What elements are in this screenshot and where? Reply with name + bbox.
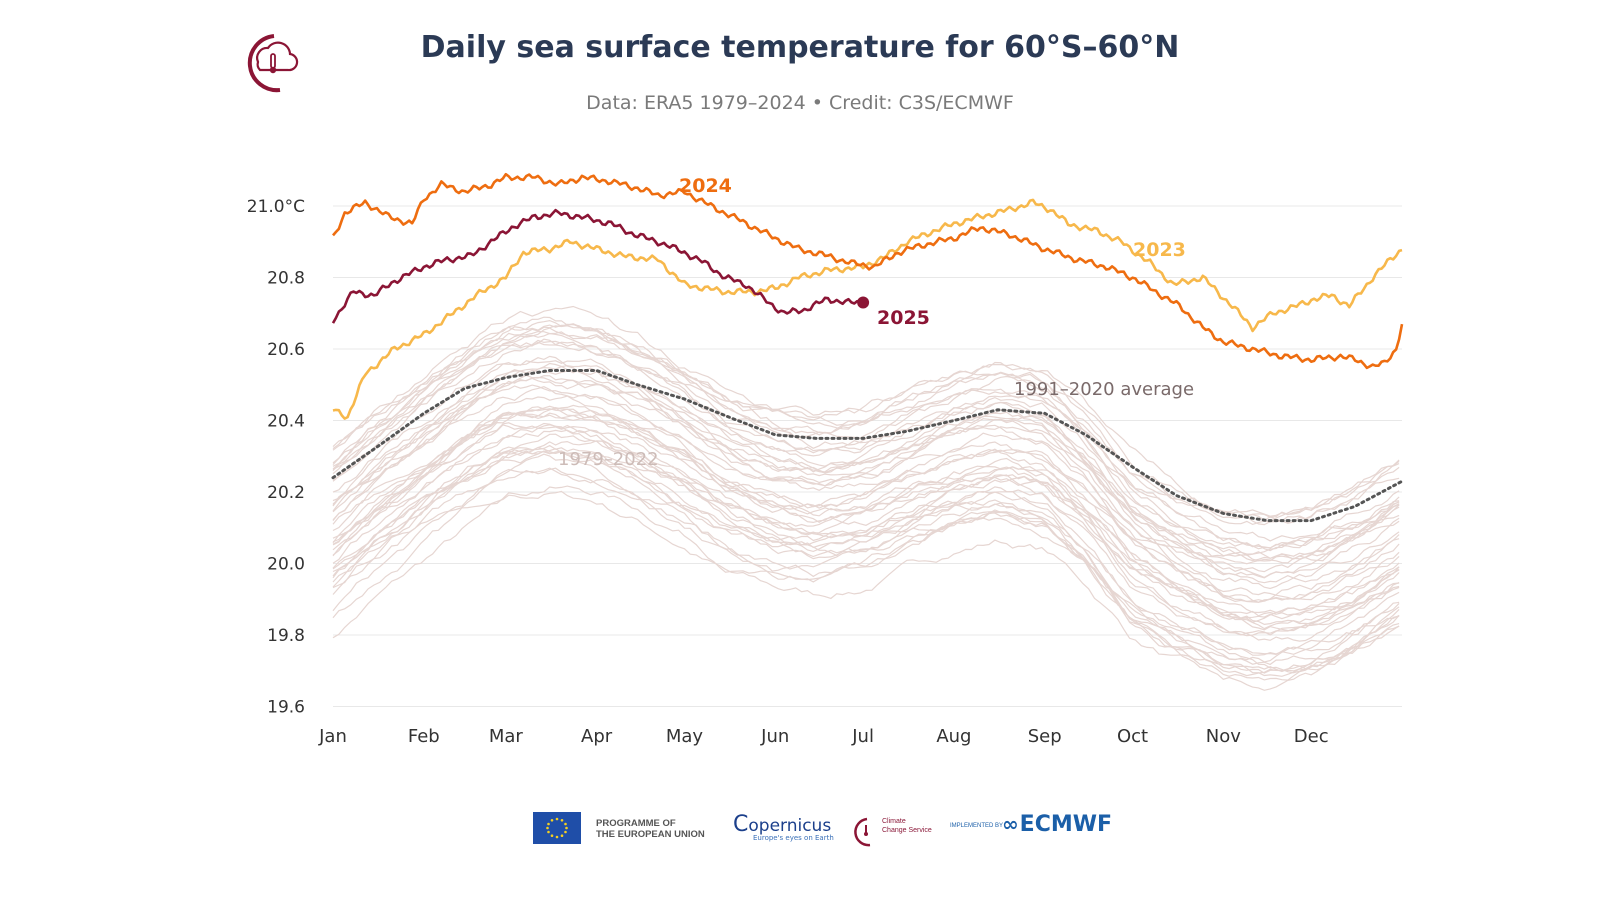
- copernicus-tagline: Europe's eyes on Earth: [753, 834, 834, 842]
- eu-line-2: THE EUROPEAN UNION: [596, 829, 705, 840]
- series-line-2024: [332, 172, 1404, 370]
- series-line-2025: [331, 208, 865, 324]
- history-year-line: [332, 429, 1400, 623]
- chart-subtitle: Data: ERA5 1979–2024 • Credit: C3S/ECMWF: [586, 92, 1014, 114]
- c3s-thermometer-logo-icon: [247, 34, 299, 93]
- history-year-line: [332, 411, 1400, 637]
- series-line-1991-2020-average: [331, 369, 1404, 523]
- history-year-line: [332, 355, 1400, 590]
- copernicus-wordmark: opernicus: [748, 816, 832, 836]
- axis-labels: 21.0°C 20.8 20.6 20.4 20.2 20.0 19.8 19.6 Jan Feb…: [247, 197, 1329, 747]
- copernicus-logo: Copernicus Europe's eyes on Earth: [733, 812, 834, 842]
- eu-programme-text: PROGRAMME OF THE EUROPEAN UNION: [596, 818, 705, 858]
- annotation-label-2025: 2025: [877, 307, 930, 329]
- history-year-line: [332, 467, 1400, 677]
- history-year-line: [332, 327, 1400, 518]
- ecmwf-logo: ∞ ECMWF: [1002, 812, 1113, 837]
- history-year-line: [332, 446, 1400, 663]
- history-year-line: [332, 338, 1400, 565]
- annotation-label-2023: 2023: [1133, 239, 1186, 261]
- annotations: 2024 2023 2025 1991–2020 average 1979–2022: [558, 175, 1194, 470]
- ecmwf-wordmark: ECMWF: [1019, 812, 1113, 837]
- annotation-label-average: 1991–2020 average: [1014, 379, 1194, 400]
- history-year-line: [332, 453, 1400, 691]
- history-year-line: [332, 422, 1400, 656]
- x-tick-label: Mar: [489, 726, 524, 747]
- x-tick-label: Jul: [851, 726, 874, 747]
- y-tick-label: 20.0: [267, 555, 305, 575]
- grid-layer: [333, 205, 1402, 707]
- implemented-by-text: IMPLEMENTED BY: [950, 823, 1004, 829]
- history-year-line: [332, 444, 1400, 656]
- x-tick-label: Aug: [936, 726, 971, 747]
- chart-title: Daily sea surface temperature for 60°S–6…: [420, 30, 1180, 65]
- x-tick-label: May: [666, 726, 704, 747]
- x-tick-label: Feb: [408, 726, 440, 747]
- series-lines: [331, 172, 1404, 523]
- x-tick-label: Apr: [581, 726, 613, 747]
- y-tick-label: 20.4: [267, 412, 305, 432]
- eu-line-1: PROGRAMME OF: [596, 818, 676, 829]
- history-year-line: [332, 367, 1400, 579]
- history-year-line: [332, 339, 1400, 550]
- y-tick-label: 20.2: [267, 483, 305, 503]
- y-tick-label: 20.8: [267, 269, 305, 289]
- history-year-line: [332, 467, 1400, 673]
- history-year-line: [332, 384, 1400, 601]
- c3s-line-2: Change Service: [882, 827, 932, 834]
- history-year-line: [332, 395, 1400, 603]
- history-year-line: [332, 490, 1400, 681]
- annotation-label-2024: 2024: [679, 175, 732, 197]
- c3s-text: Climate Change Service: [882, 817, 932, 857]
- history-year-line: [332, 450, 1400, 674]
- history-year-line: [332, 358, 1400, 556]
- history-year-line: [332, 316, 1400, 526]
- x-tick-label: Oct: [1117, 726, 1148, 747]
- history-year-line: [332, 305, 1400, 526]
- history-year-line: [332, 405, 1400, 632]
- y-tick-label: 19.8: [267, 626, 305, 646]
- history-year-line: [332, 364, 1400, 573]
- y-tick-label: 19.6: [267, 698, 305, 718]
- history-year-line: [332, 386, 1400, 617]
- history-year-line: [332, 332, 1400, 549]
- series-line-2023: [332, 198, 1403, 420]
- annotation-label-history: 1979–2022: [558, 449, 659, 470]
- x-tick-label: Sep: [1028, 726, 1062, 747]
- c3s-line-1: Climate: [882, 818, 906, 825]
- history-year-line: [332, 485, 1400, 677]
- history-year-line: [332, 325, 1400, 542]
- history-lines: [332, 305, 1400, 691]
- x-tick-label: Nov: [1206, 726, 1241, 747]
- history-year-line: [332, 422, 1400, 626]
- c3s-small-logo-icon: [854, 817, 871, 847]
- y-tick-label: 21.0°C: [247, 197, 305, 217]
- y-tick-label: 20.6: [267, 340, 305, 360]
- history-year-line: [332, 450, 1400, 642]
- history-year-line: [332, 375, 1400, 579]
- x-tick-label: Jun: [760, 726, 789, 747]
- x-tick-label: Dec: [1294, 726, 1329, 747]
- x-tick-label: Jan: [318, 726, 347, 747]
- series-2025-endpoint: [857, 296, 870, 309]
- eu-flag-icon: [533, 812, 581, 844]
- history-year-line: [332, 440, 1400, 636]
